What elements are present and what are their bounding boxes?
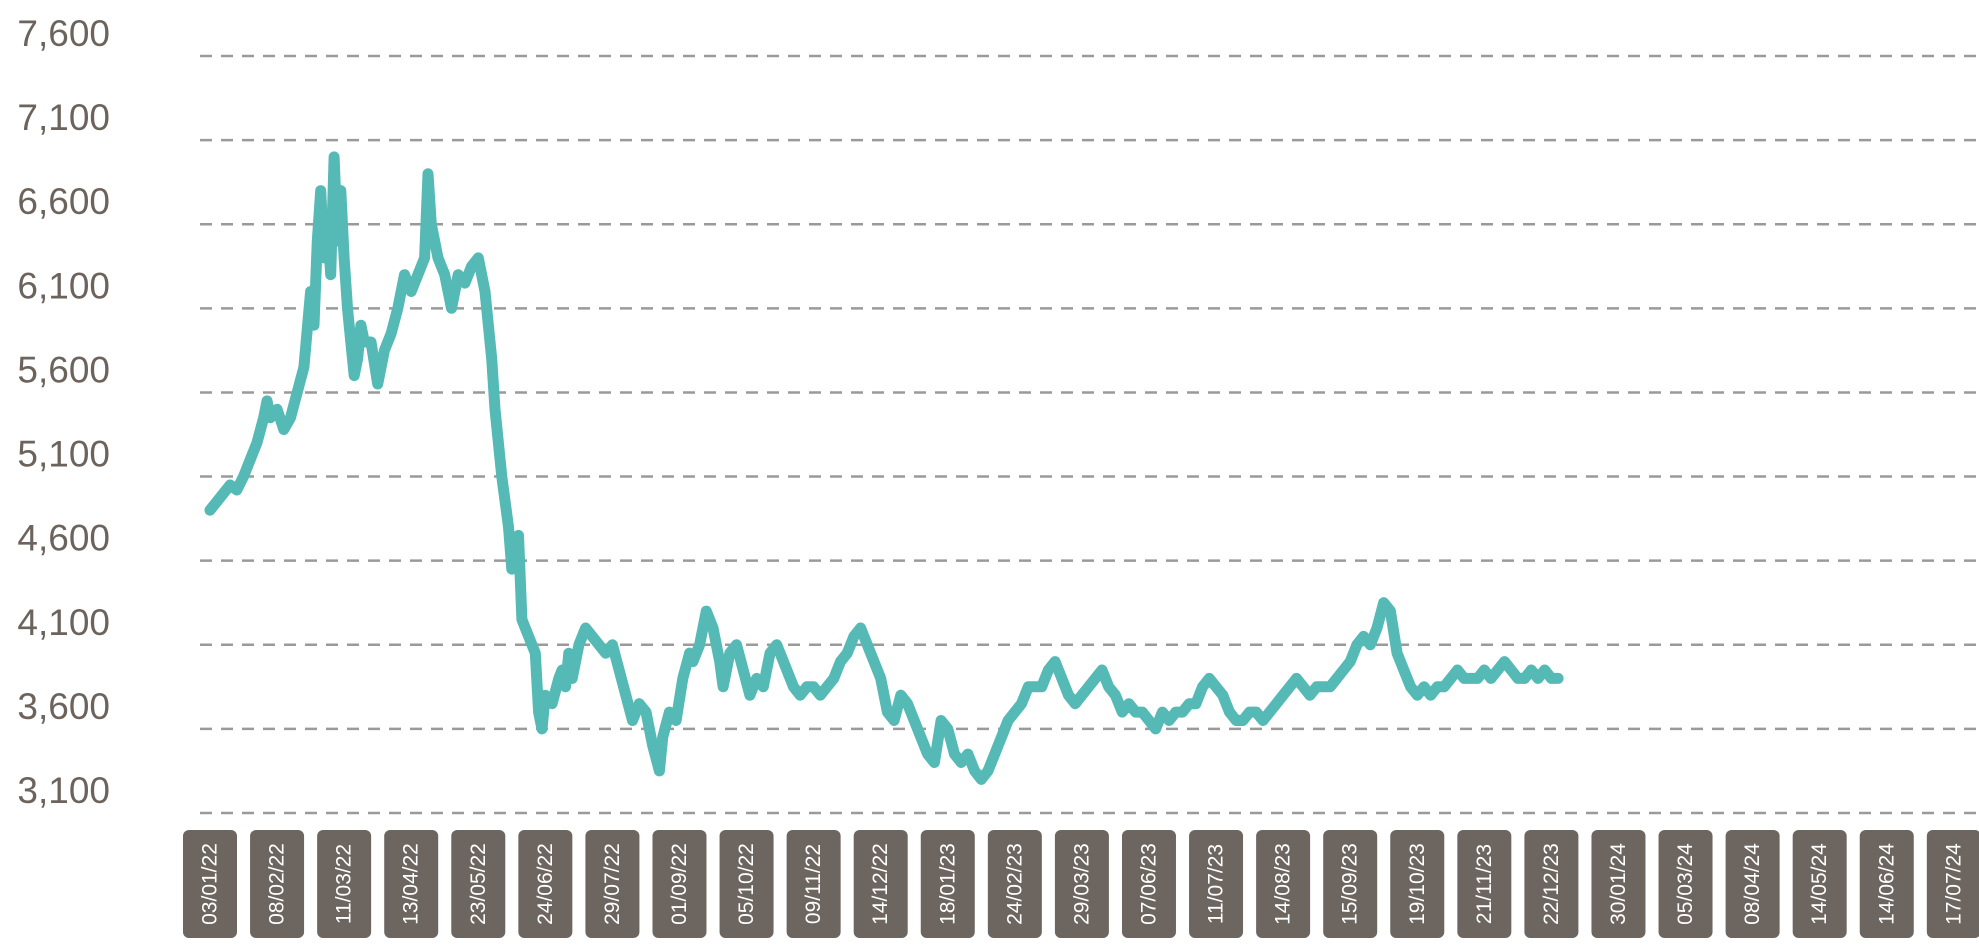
y-tick-label: 5,600: [17, 349, 110, 390]
x-tick-box: [1189, 830, 1244, 938]
y-tick-label: 7,600: [17, 13, 110, 54]
x-tick-box: [451, 830, 506, 938]
x-tick: 14/06/24: [1859, 830, 1914, 938]
y-tick-label: 3,100: [17, 770, 110, 811]
x-tick-box: [1121, 830, 1176, 938]
x-tick-box: [1323, 830, 1378, 938]
x-tick: 05/10/22: [719, 830, 774, 938]
x-tick: 19/10/23: [1390, 830, 1445, 938]
x-tick: 14/12/22: [853, 830, 908, 938]
x-tick-box: [1524, 830, 1579, 938]
x-tick-label: 30/01/24: [1607, 843, 1630, 925]
x-tick: 14/08/23: [1256, 830, 1311, 938]
x-tick: 17/07/24: [1926, 830, 1979, 938]
x-tick: 15/09/23: [1323, 830, 1378, 938]
x-tick-box: [920, 830, 975, 938]
x-tick-label: 29/07/22: [601, 843, 624, 925]
gridlines: [200, 54, 1979, 815]
y-tick-label: 4,600: [17, 518, 110, 559]
y-tick-label: 4,100: [17, 602, 110, 643]
x-tick: 22/12/23: [1524, 830, 1579, 938]
x-tick-label: 13/04/22: [400, 843, 423, 925]
x-tick: 24/02/23: [987, 830, 1042, 938]
x-tick-label: 08/04/24: [1741, 843, 1764, 925]
x-tick-box: [1591, 830, 1646, 938]
x-tick: 24/06/22: [518, 830, 573, 938]
x-tick-label: 11/03/22: [333, 844, 356, 924]
x-tick-box: [183, 830, 237, 938]
series-line-price: [204, 151, 1564, 785]
x-tick-label: 29/03/23: [1070, 843, 1093, 925]
x-tick: 13/04/22: [384, 830, 439, 938]
x-tick-box: [652, 830, 707, 938]
x-tick-label: 01/09/22: [668, 843, 691, 925]
x-tick: 21/11/23: [1457, 830, 1512, 938]
x-tick-label: 21/11/23: [1473, 844, 1496, 924]
x-tick-label: 19/10/23: [1406, 843, 1429, 925]
x-tick-box: [585, 830, 640, 938]
x-tick-box: [987, 830, 1042, 938]
x-tick: 08/02/22: [250, 830, 305, 938]
x-tick-label: 08/02/22: [266, 843, 289, 925]
x-tick-label: 14/06/24: [1875, 843, 1898, 925]
x-tick-label: 14/12/22: [869, 843, 892, 925]
x-tick-label: 07/06/23: [1137, 843, 1160, 925]
x-tick: 30/01/24: [1591, 830, 1646, 938]
x-tick-box: [1390, 830, 1445, 938]
y-axis-ticks: 7,600 7,100 6,600 6,100 5,600 5,100 4,600 4,100…: [17, 13, 110, 811]
y-tick-label: 3,600: [17, 686, 110, 727]
x-tick-label: 14/08/23: [1272, 843, 1295, 925]
x-tick: 08/04/24: [1725, 830, 1780, 938]
x-tick-label: 09/11/22: [802, 844, 825, 924]
x-tick-box: [1926, 830, 1979, 938]
x-tick-label: 11/07/23: [1205, 844, 1228, 924]
x-tick-label: 24/02/23: [1003, 843, 1026, 925]
x-tick: 14/05/24: [1792, 830, 1847, 938]
x-tick: 23/05/22: [451, 830, 506, 938]
x-tick-label: 22/12/23: [1540, 843, 1563, 925]
x-tick-box: [1792, 830, 1847, 938]
x-tick-box: [1256, 830, 1311, 938]
x-tick-label: 17/07/24: [1942, 843, 1965, 925]
x-tick-box: [786, 830, 841, 938]
x-tick-box: [1054, 830, 1109, 938]
x-tick-label: 14/05/24: [1808, 843, 1831, 925]
x-tick-box: [250, 830, 305, 938]
x-tick-label: 18/01/23: [936, 843, 959, 925]
x-tick-box: [1725, 830, 1780, 938]
x-tick-box: [719, 830, 774, 938]
x-tick: 11/07/23: [1189, 830, 1244, 938]
x-tick: 03/01/22: [183, 830, 237, 938]
x-tick-label: 23/05/22: [467, 843, 490, 925]
x-tick-label: 24/06/22: [534, 843, 557, 925]
y-tick-label: 5,100: [17, 434, 110, 475]
x-tick: 18/01/23: [920, 830, 975, 938]
y-tick-label: 7,100: [17, 97, 110, 138]
x-tick: 11/03/22: [317, 830, 372, 938]
y-tick-label: 6,100: [17, 265, 110, 306]
x-tick-box: [1457, 830, 1512, 938]
x-tick-label: 05/03/24: [1674, 843, 1697, 925]
x-tick-label: 05/10/22: [735, 843, 758, 925]
x-tick-label: 03/01/22: [199, 843, 222, 925]
x-tick-box: [317, 830, 372, 938]
x-tick-box: [1658, 830, 1713, 938]
x-tick: 29/03/23: [1054, 830, 1109, 938]
x-axis-ticks: 03/01/22 08/02/22 11/03/22 13/04/22 23/05/22…: [183, 830, 1979, 938]
x-tick-label: 15/09/23: [1339, 843, 1362, 925]
x-tick-box: [384, 830, 439, 938]
x-tick: 09/11/22: [786, 830, 841, 938]
x-tick-box: [1859, 830, 1914, 938]
x-tick: 29/07/22: [585, 830, 640, 938]
x-tick: 01/09/22: [652, 830, 707, 938]
x-tick: 05/03/24: [1658, 830, 1713, 938]
x-tick-box: [853, 830, 908, 938]
x-tick-box: [518, 830, 573, 938]
y-tick-label: 6,600: [17, 181, 110, 222]
x-tick: 07/06/23: [1121, 830, 1176, 938]
